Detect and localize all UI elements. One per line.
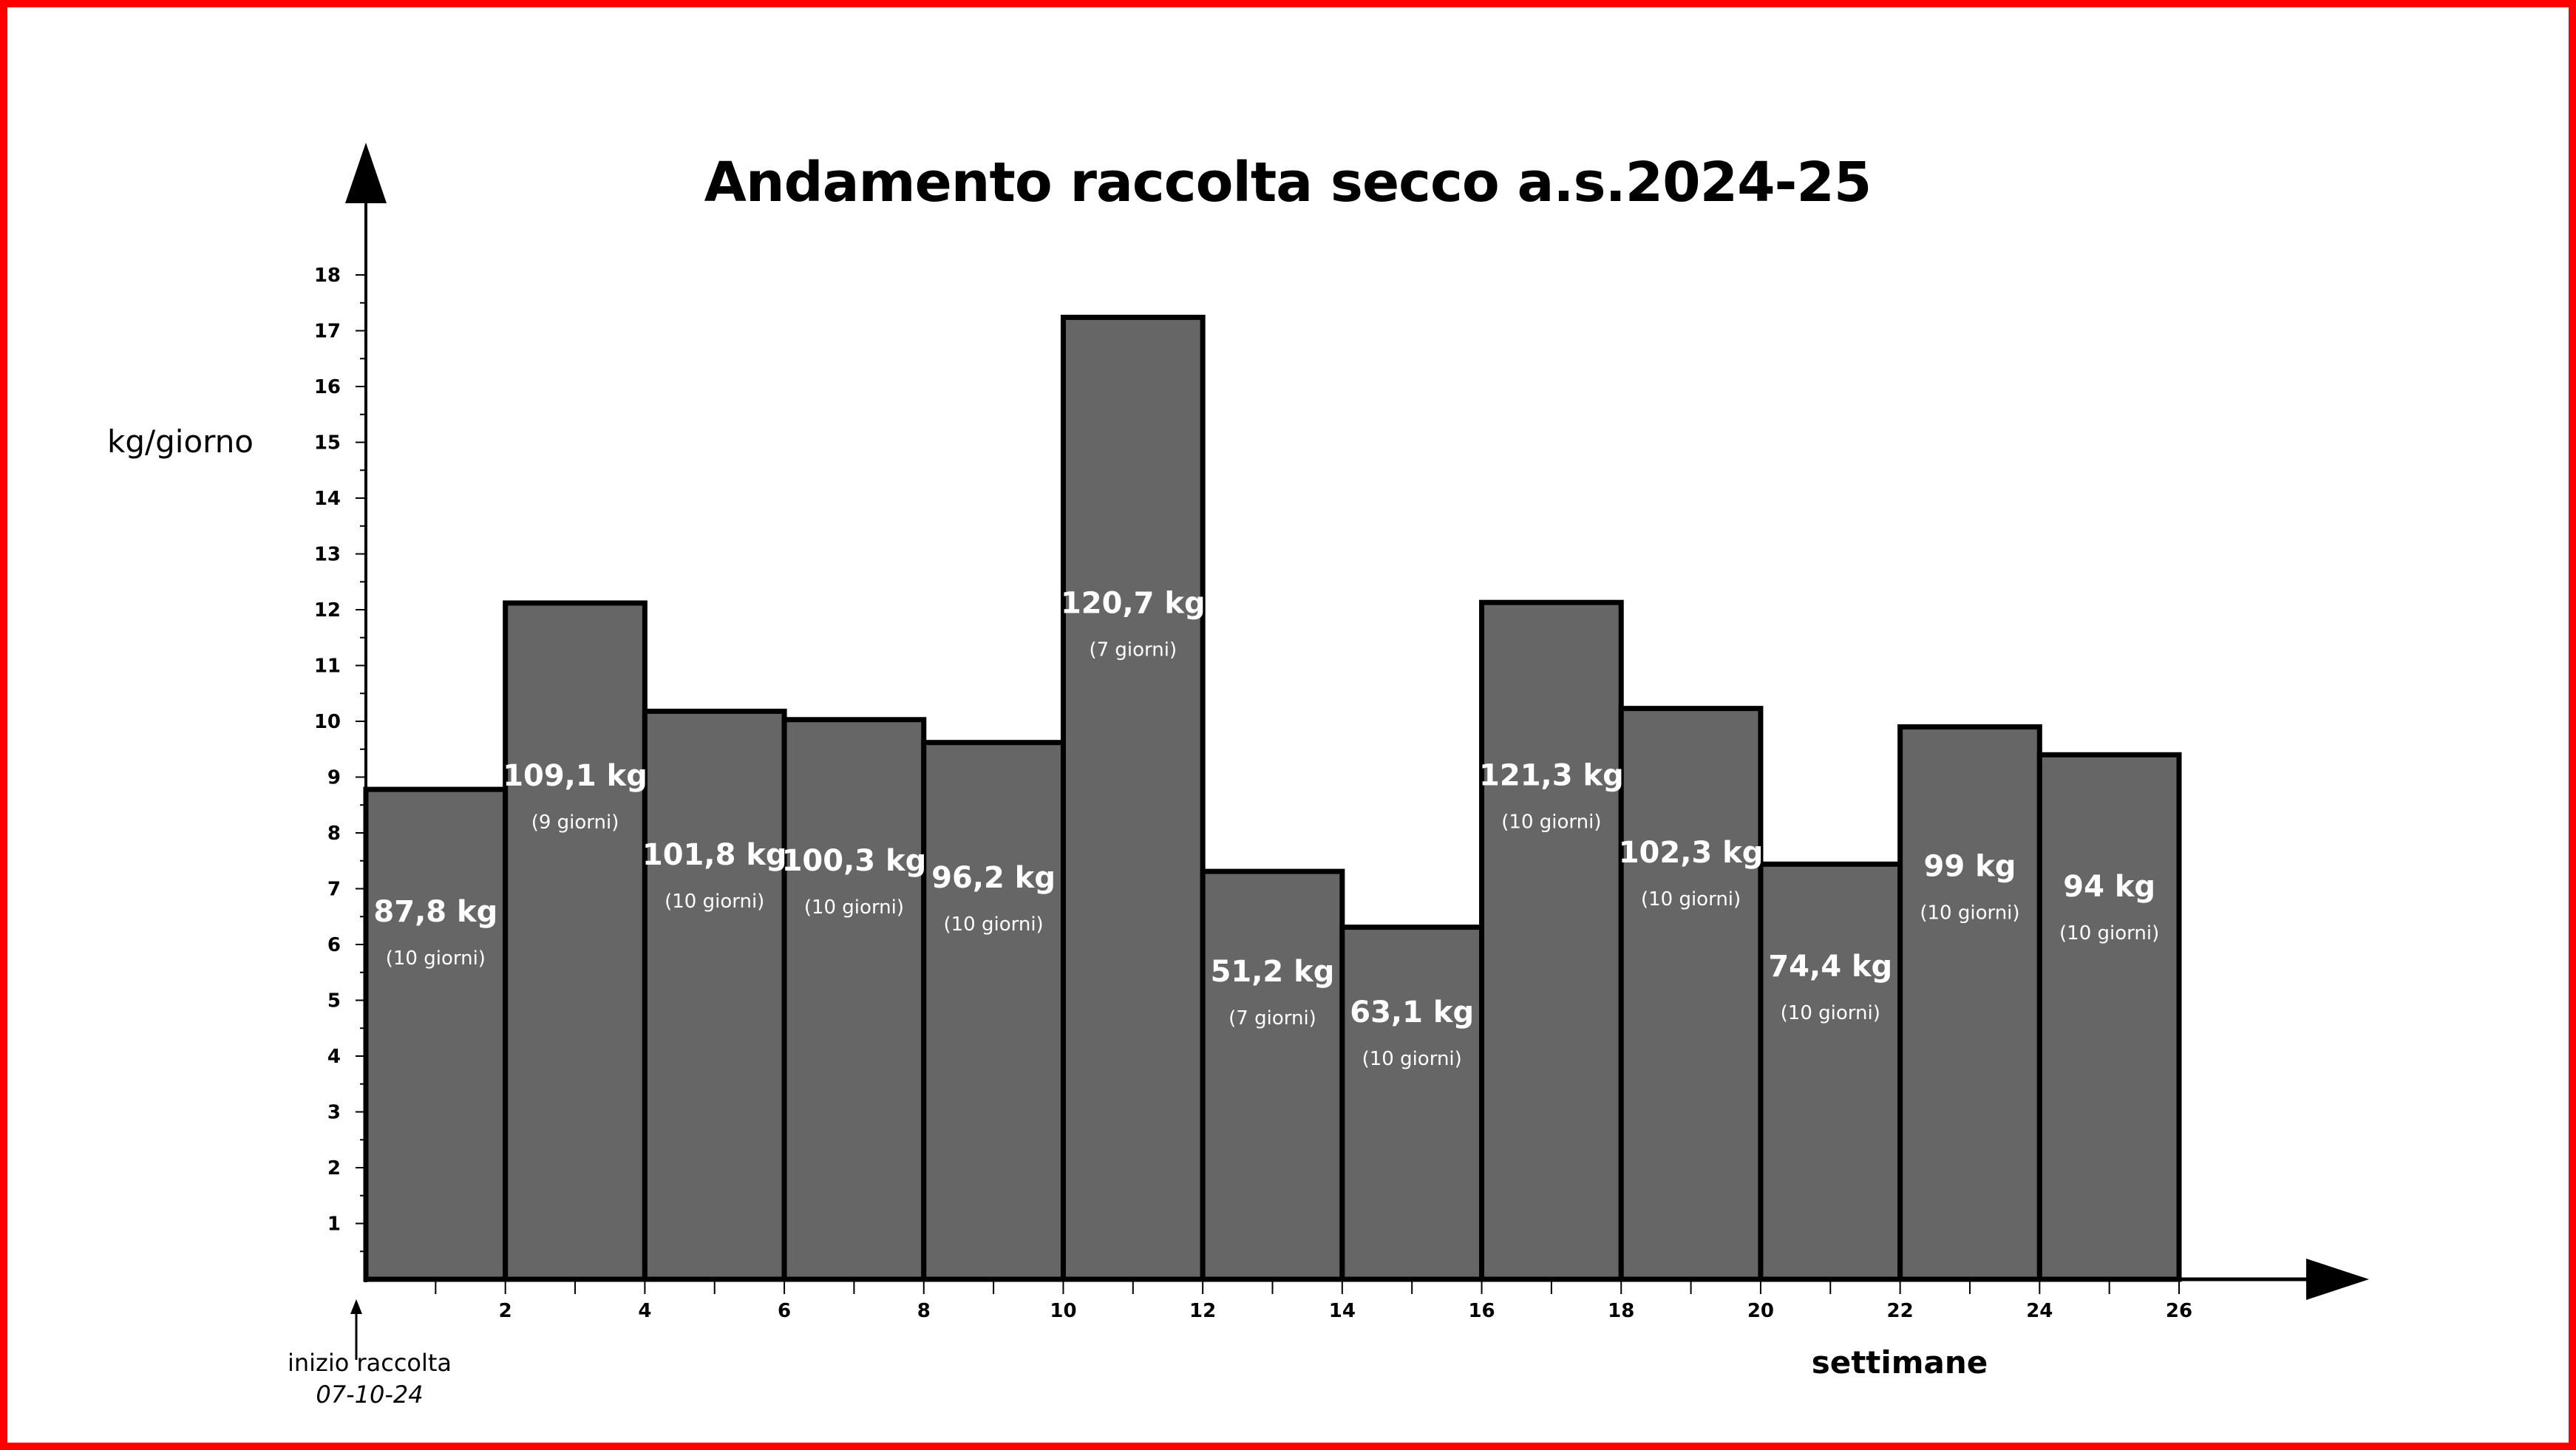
bar-10-value-label: 102,3 kg (1619, 836, 1764, 870)
bar-4-value-label: 100,3 kg (782, 844, 927, 878)
bar-7-value-label: 51,2 kg (1211, 955, 1335, 989)
x-tick-label: 18 (1608, 1300, 1634, 1322)
bar-12 (1897, 724, 2042, 1282)
x-tick-label: 24 (2026, 1300, 2053, 1322)
start-annotation-date: 07-10-24 (316, 1381, 423, 1409)
y-tick-label: 11 (314, 656, 341, 678)
bar-12-days-label: (10 giorni) (1920, 902, 2019, 924)
bar-8-value-label: 63,1 kg (1350, 995, 1474, 1029)
start-annotation-label: inizio raccolta (288, 1349, 452, 1377)
y-axis-title: kg/giorno (107, 423, 254, 460)
bar-7-days-label: (7 giorni) (1228, 1007, 1316, 1029)
x-tick-label: 10 (1050, 1300, 1076, 1322)
start-arrow-head (350, 1299, 362, 1314)
bar-5-days-label: (10 giorni) (944, 913, 1044, 936)
x-tick-label: 6 (778, 1300, 791, 1322)
x-axis-title: settimane (1812, 1344, 1988, 1381)
x-tick-label: 12 (1189, 1300, 1216, 1322)
bar-9-value-label: 121,3 kg (1479, 758, 1624, 792)
bar-8 (1339, 925, 1485, 1282)
x-tick-label: 26 (2166, 1300, 2192, 1322)
y-tick-label: 14 (314, 488, 341, 510)
bar-2 (503, 600, 648, 1282)
bar-9-days-label: (10 giorni) (1501, 811, 1601, 833)
bar-6-days-label: (7 giorni) (1089, 639, 1177, 661)
y-tick-label: 17 (314, 321, 341, 343)
bar-6 (1060, 314, 1206, 1282)
y-tick-label: 15 (314, 432, 341, 455)
bar-8-days-label: (10 giorni) (1362, 1048, 1462, 1070)
y-tick-label: 13 (314, 544, 341, 566)
bar-6-value-label: 120,7 kg (1061, 586, 1206, 620)
bar-11-value-label: 74,4 kg (1768, 950, 1892, 984)
bar-12-value-label: 99 kg (1924, 849, 2016, 883)
x-axis-arrow (2306, 1259, 2369, 1300)
bar-11 (1758, 861, 1903, 1282)
y-axis-arrow (345, 143, 387, 203)
bar-1-days-label: (10 giorni) (386, 947, 486, 970)
y-tick-label: 10 (314, 711, 341, 733)
bar-10-days-label: (10 giorni) (1641, 888, 1741, 910)
y-tick-label: 6 (327, 934, 341, 956)
bar-13-days-label: (10 giorni) (2059, 922, 2159, 944)
bar-2-days-label: (9 giorni) (531, 811, 619, 834)
x-tick-label: 16 (1468, 1300, 1495, 1322)
bar-1-value-label: 87,8 kg (373, 895, 497, 929)
bar-4-days-label: (10 giorni) (804, 896, 904, 919)
bar-3-days-label: (10 giorni) (665, 891, 764, 913)
y-tick-label: 5 (327, 990, 341, 1012)
x-tick-label: 4 (638, 1300, 651, 1322)
bar-3 (642, 708, 787, 1282)
y-tick-label: 3 (327, 1102, 341, 1124)
bar-13 (2036, 752, 2182, 1282)
x-tick-label: 8 (917, 1300, 931, 1322)
bar-7 (1200, 868, 1345, 1282)
y-tick-label: 12 (314, 599, 341, 622)
y-tick-label: 1 (327, 1214, 341, 1236)
bar-9 (1479, 599, 1624, 1282)
y-tick-label: 9 (327, 767, 341, 789)
x-tick-label: 22 (1887, 1300, 1914, 1322)
bar-5 (921, 740, 1066, 1282)
y-tick-label: 18 (314, 265, 341, 287)
bar-11-days-label: (10 giorni) (1781, 1002, 1880, 1024)
x-tick-label: 20 (1747, 1300, 1774, 1322)
y-tick-label: 7 (327, 879, 341, 901)
bar-10 (1618, 706, 1764, 1282)
bar-4 (781, 717, 927, 1282)
x-tick-label: 14 (1329, 1300, 1356, 1322)
x-tick-label: 2 (499, 1300, 512, 1322)
bar-5-value-label: 96,2 kg (931, 861, 1056, 895)
bar-1 (363, 786, 509, 1282)
y-tick-label: 16 (314, 376, 341, 398)
y-tick-label: 4 (327, 1046, 341, 1068)
chart-title: Andamento raccolta secco a.s.2024-25 (704, 151, 1872, 214)
bar-13-value-label: 94 kg (2063, 870, 2155, 904)
bar-3-value-label: 101,8 kg (642, 838, 787, 872)
y-tick-label: 2 (327, 1157, 341, 1180)
y-tick-label: 8 (327, 823, 341, 845)
bar-2-value-label: 109,1 kg (503, 759, 648, 793)
